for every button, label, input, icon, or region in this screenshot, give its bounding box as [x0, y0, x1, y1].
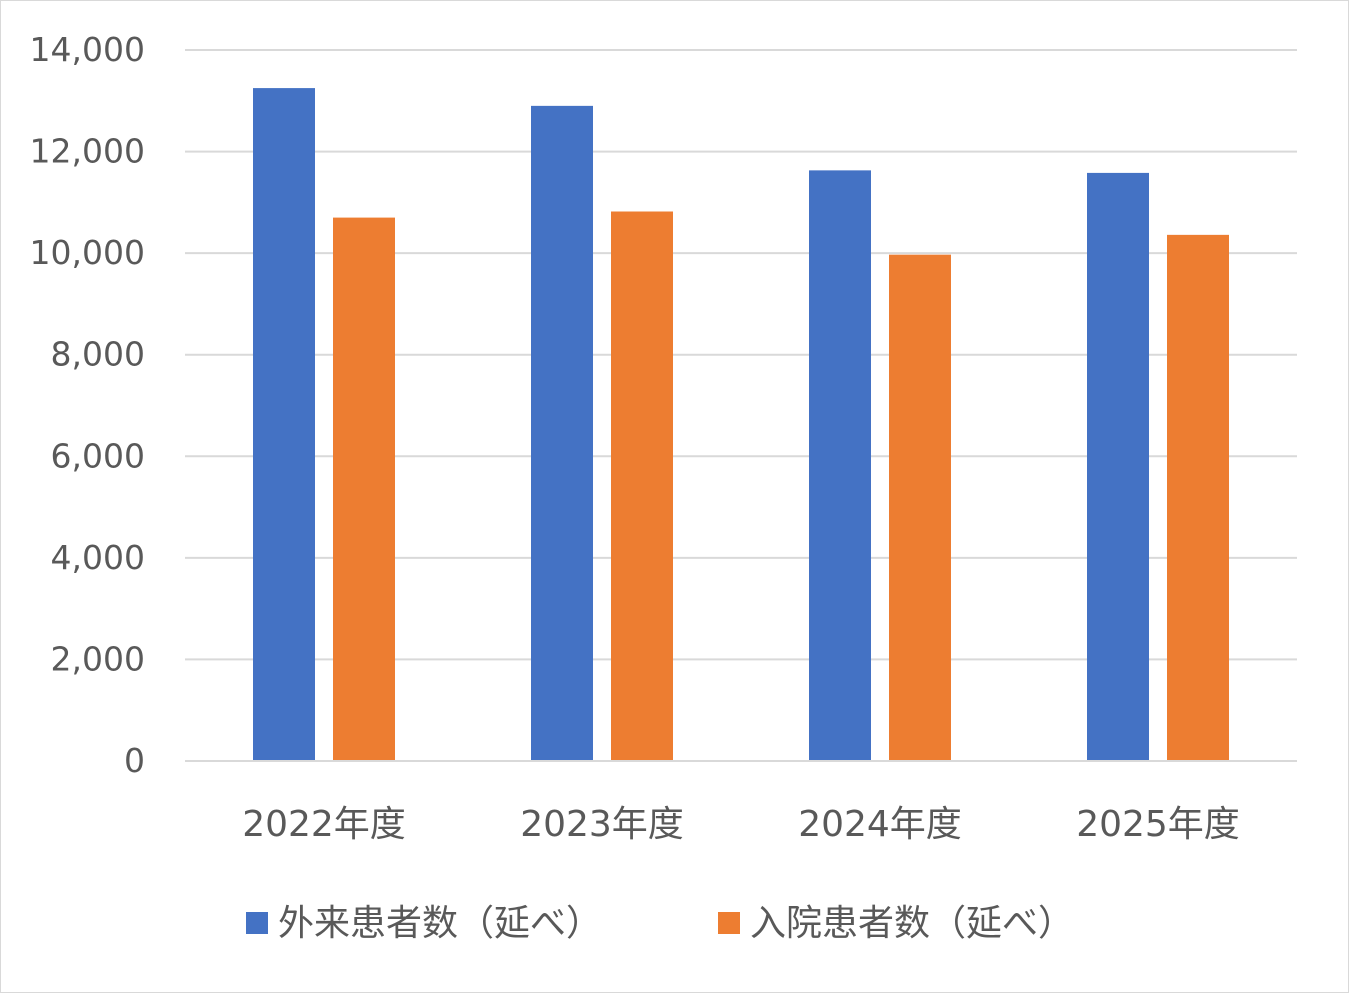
bar-outpatient [531, 105, 593, 762]
legend-label: 外来患者数（延べ） [278, 903, 602, 944]
bar-outpatient [809, 170, 871, 762]
x-category-label: 2022年度 [242, 804, 406, 845]
x-category-label: 2023年度 [520, 804, 684, 845]
y-tick-label: 8,000 [51, 335, 145, 374]
y-tick-label: 2,000 [51, 639, 145, 678]
bar-outpatient [1087, 172, 1149, 761]
x-category-label: 2025年度 [1076, 804, 1240, 845]
legend: 外来患者数（延べ） 入院患者数（延べ） [246, 903, 1074, 944]
legend-label: 入院患者数（延べ） [750, 903, 1074, 944]
bar-inpatient [611, 211, 673, 762]
x-axis-categories: 2022年度 2023年度 2024年度 2025年度 [242, 804, 1240, 845]
y-axis-ticks: 0 2,000 4,000 6,000 8,000 10,000 12,000 14,000 [30, 30, 145, 780]
y-tick-label: 6,000 [51, 436, 145, 475]
bars [253, 88, 1229, 762]
bar-inpatient [333, 217, 395, 762]
bar-inpatient [1167, 234, 1229, 762]
x-category-label: 2024年度 [798, 804, 962, 845]
y-tick-label: 0 [124, 741, 145, 780]
legend-item-inpatient: 入院患者数（延べ） [718, 903, 1074, 944]
y-tick-label: 4,000 [51, 538, 145, 577]
bar-inpatient [889, 254, 951, 761]
legend-swatch [718, 912, 740, 934]
y-tick-label: 14,000 [30, 30, 145, 69]
legend-item-outpatient: 外来患者数（延べ） [246, 903, 602, 944]
y-tick-label: 12,000 [30, 132, 145, 171]
y-tick-label: 10,000 [30, 233, 145, 272]
bar-outpatient [253, 88, 315, 761]
legend-swatch [246, 912, 268, 934]
